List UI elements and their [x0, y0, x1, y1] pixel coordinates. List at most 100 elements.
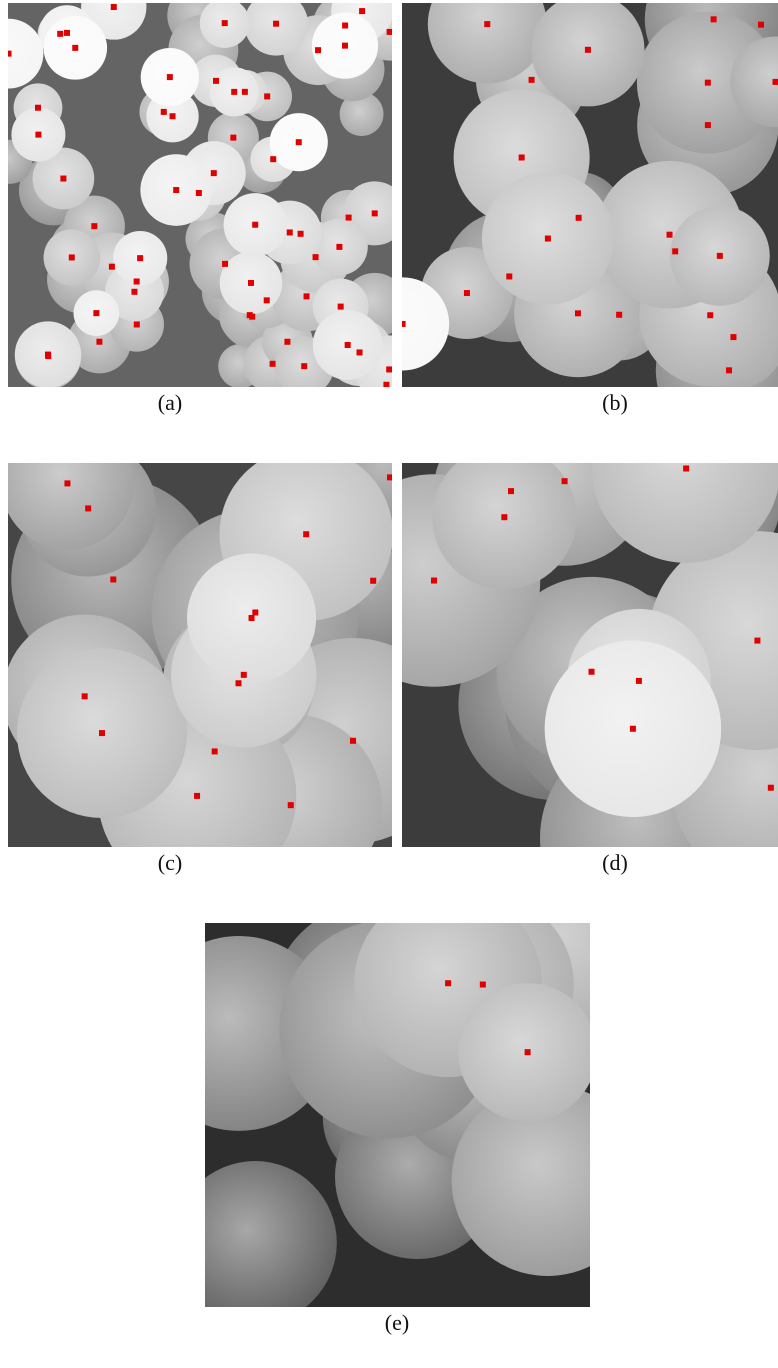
- marker: [672, 248, 678, 254]
- marker: [134, 321, 140, 327]
- marker: [222, 20, 228, 26]
- marker: [386, 366, 392, 372]
- marker: [194, 793, 200, 799]
- marker: [772, 79, 778, 85]
- marker: [726, 367, 732, 373]
- marker: [45, 352, 51, 358]
- marker: [252, 222, 258, 228]
- marker: [82, 693, 88, 699]
- marker: [211, 170, 217, 176]
- marker: [357, 349, 363, 355]
- marker: [315, 47, 321, 53]
- marker: [69, 254, 75, 260]
- marker: [57, 31, 63, 37]
- marker: [242, 89, 248, 95]
- marker: [35, 105, 41, 111]
- marker: [288, 802, 294, 808]
- marker: [222, 261, 228, 267]
- marker: [506, 273, 512, 279]
- marker: [72, 45, 78, 51]
- marker: [8, 51, 12, 57]
- marker: [111, 4, 117, 10]
- marker: [585, 47, 591, 53]
- marker: [247, 312, 253, 318]
- marker: [338, 304, 344, 310]
- marker: [707, 312, 713, 318]
- marker: [298, 231, 304, 237]
- marker: [562, 478, 568, 484]
- marker: [342, 43, 348, 49]
- marker: [431, 578, 437, 584]
- marker: [270, 156, 276, 162]
- panel-image: [402, 3, 778, 387]
- marker: [196, 190, 202, 196]
- marker: [85, 505, 91, 511]
- marker: [99, 730, 105, 736]
- marker: [464, 290, 470, 296]
- marker: [287, 229, 293, 235]
- marker: [313, 254, 319, 260]
- marker: [161, 109, 167, 115]
- panel-image: [8, 463, 392, 847]
- marker: [480, 982, 486, 988]
- marker: [109, 264, 115, 270]
- figure: (a) (b) (c) (d) (e): [0, 0, 778, 1368]
- marker: [96, 339, 102, 345]
- marker: [301, 363, 307, 369]
- caption: (c): [110, 850, 230, 876]
- marker: [131, 289, 137, 295]
- marker: [402, 321, 406, 327]
- marker: [501, 514, 507, 520]
- marker: [372, 210, 378, 216]
- marker: [589, 669, 595, 675]
- marker: [273, 21, 279, 27]
- panel-image: [8, 3, 392, 387]
- marker: [350, 738, 356, 744]
- marker: [249, 615, 255, 621]
- caption: (d): [555, 850, 675, 876]
- marker: [575, 310, 581, 316]
- marker: [270, 361, 276, 367]
- marker: [383, 382, 389, 387]
- marker: [167, 74, 173, 80]
- marker: [296, 139, 302, 145]
- marker: [730, 334, 736, 340]
- marker: [213, 78, 219, 84]
- marker: [484, 21, 490, 27]
- caption: (a): [110, 390, 230, 416]
- marker: [387, 474, 392, 480]
- caption: (b): [555, 390, 675, 416]
- marker: [711, 16, 717, 22]
- marker: [616, 312, 622, 318]
- marker: [252, 609, 258, 615]
- marker: [630, 726, 636, 732]
- marker: [235, 680, 241, 686]
- marker: [173, 187, 179, 193]
- marker: [284, 339, 290, 345]
- marker: [445, 980, 451, 986]
- marker: [91, 223, 97, 229]
- marker: [545, 236, 551, 242]
- marker: [754, 638, 760, 644]
- marker: [683, 466, 689, 472]
- marker: [64, 480, 70, 486]
- marker: [35, 132, 41, 138]
- marker: [303, 531, 309, 537]
- marker: [248, 280, 254, 286]
- marker: [241, 672, 247, 678]
- marker: [359, 8, 365, 14]
- marker: [576, 215, 582, 221]
- marker: [336, 244, 342, 250]
- caption: (e): [337, 1310, 457, 1336]
- marker: [110, 577, 116, 583]
- marker: [768, 785, 774, 791]
- marker: [304, 293, 310, 299]
- marker: [346, 215, 352, 221]
- marker: [717, 253, 723, 259]
- marker: [636, 678, 642, 684]
- marker: [705, 122, 711, 128]
- marker: [705, 80, 711, 86]
- marker: [231, 89, 237, 95]
- panel-image: [205, 923, 590, 1307]
- marker: [519, 154, 525, 160]
